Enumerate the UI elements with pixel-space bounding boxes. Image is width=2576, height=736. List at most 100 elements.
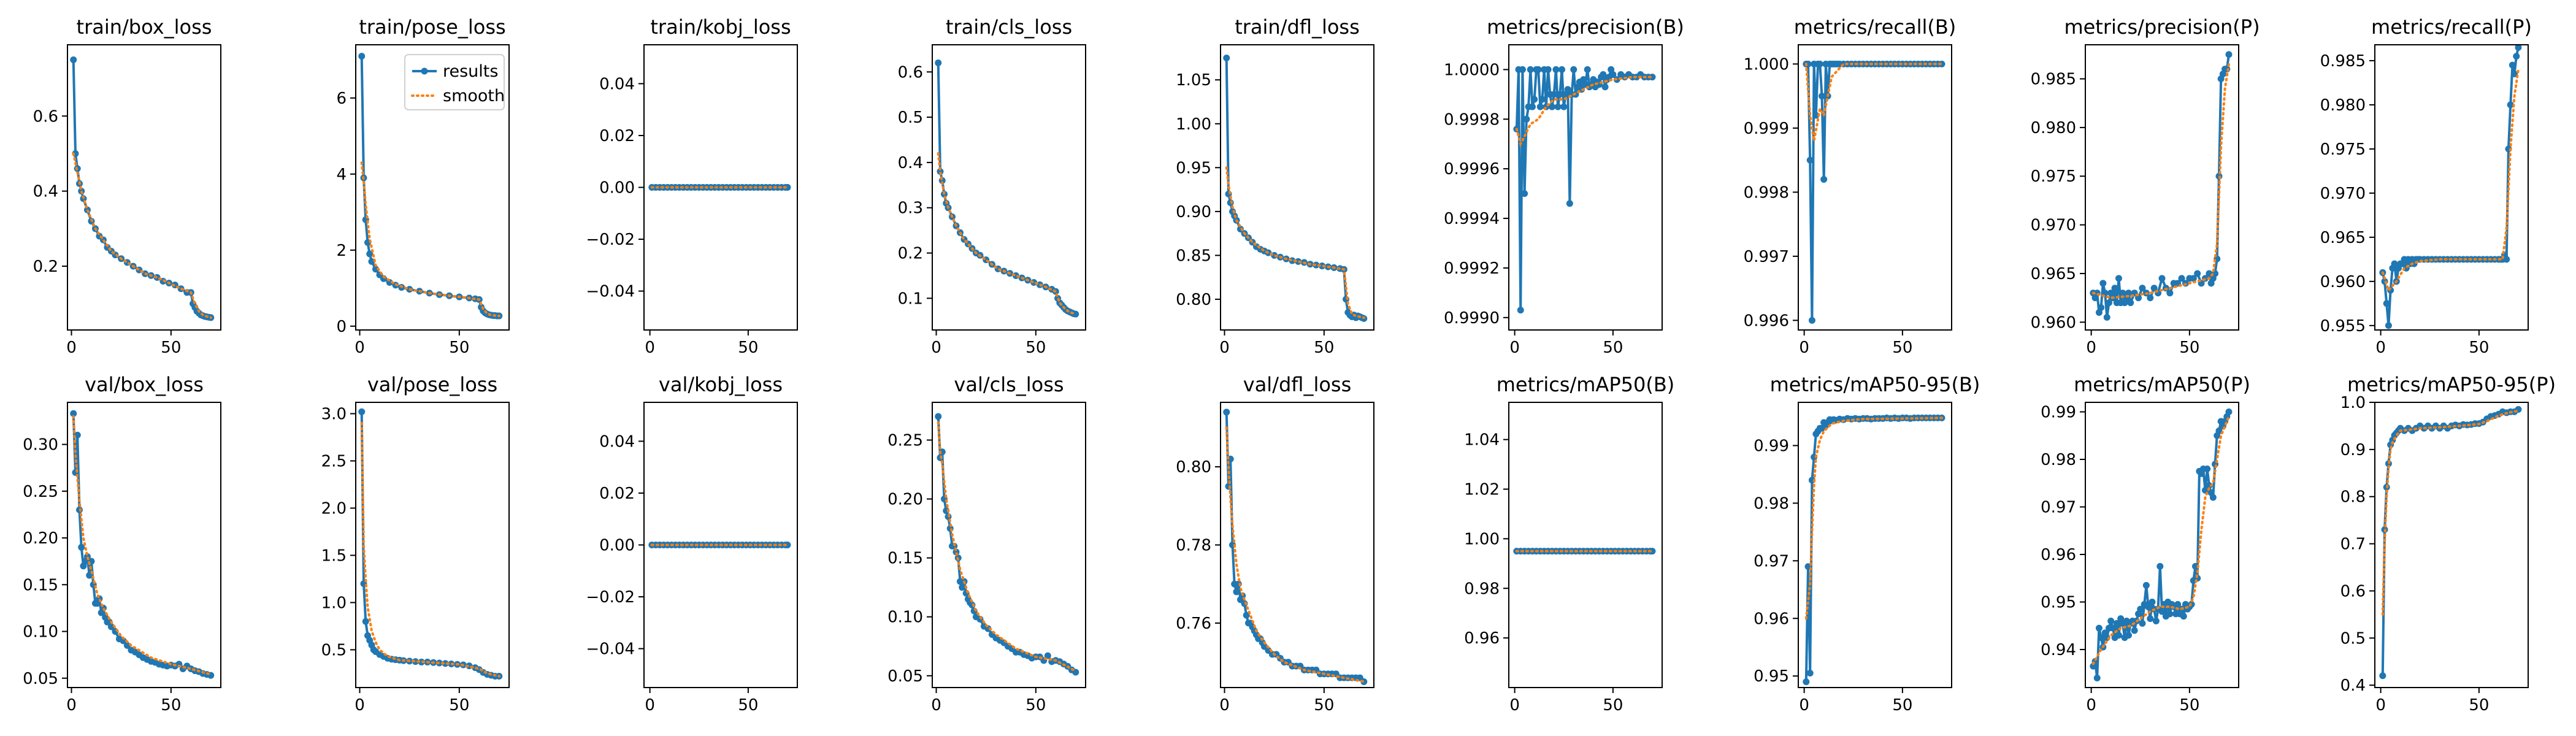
smooth-line (1804, 416, 1943, 620)
axes-frame (932, 402, 1086, 688)
x-tick-label: 0 (2375, 696, 2386, 715)
y-tick-label: 0.996 (1744, 312, 1789, 330)
panel-title: train/cls_loss (946, 15, 1072, 39)
results-point (2385, 322, 2392, 329)
results-point (2125, 289, 2133, 297)
y-tick-label: 0.05 (887, 667, 923, 686)
results-point (2139, 285, 2146, 292)
results-point (1531, 96, 1538, 103)
y-tick-label: 0.9 (2340, 441, 2366, 459)
smooth-line (2091, 415, 2230, 665)
y-tick-label: 0.999 (1744, 120, 1789, 138)
results-point (2178, 275, 2185, 282)
axes-frame (1798, 402, 1952, 688)
results-point (953, 548, 960, 556)
results-line (72, 59, 212, 319)
panel-val-pose-loss: val/pose_loss 0 50 0.5 1.0 1.5 2.0 2.5 3.0 (321, 373, 510, 715)
y-tick-label: 0.5 (2340, 629, 2366, 648)
x-tick-label: 0 (1219, 339, 1230, 357)
results-point (1538, 96, 1546, 103)
y-tick-label: 0.965 (2320, 229, 2366, 247)
results-point (2507, 101, 2514, 109)
axes-frame (2374, 44, 2529, 331)
y-tick-label: 0.9994 (1444, 210, 1500, 228)
results-point (1820, 175, 1828, 183)
results-point (2113, 619, 2120, 627)
results-line (937, 63, 1076, 316)
results-point (935, 59, 942, 67)
results-point (1223, 408, 1230, 416)
results-point (1560, 103, 1568, 110)
results-line (1225, 58, 1365, 320)
results-point (1549, 103, 1556, 110)
results-point (1816, 60, 1823, 67)
y-tick-label: 0.9990 (1444, 309, 1500, 328)
x-tick-label: 0 (1509, 696, 1520, 715)
x-tick-label: 0 (66, 696, 77, 715)
results-point (2149, 599, 2156, 605)
results-point (2215, 427, 2223, 434)
y-tick-label: 0.85 (1176, 247, 1211, 265)
smooth-line (360, 161, 500, 318)
results-point (1558, 66, 1566, 73)
x-tick-label: 50 (1603, 339, 1623, 357)
y-tick-label: 1.00 (1464, 530, 1500, 548)
axes-frame (2374, 402, 2529, 688)
results-point (1812, 112, 1820, 119)
x-tick-label: 0 (645, 696, 655, 715)
results-point (2515, 44, 2522, 51)
y-tick-label: 0.975 (2031, 167, 2076, 186)
results-point (1601, 83, 1609, 91)
axes-frame (1220, 402, 1374, 688)
y-tick-label: −0.02 (586, 588, 635, 607)
results-point (1803, 678, 1810, 686)
y-tick-label: 0.90 (1176, 203, 1211, 221)
y-tick-label: 0.955 (2320, 317, 2366, 335)
results-point (1566, 200, 1573, 207)
y-tick-label: 1.05 (1176, 71, 1211, 90)
x-tick-label: 0 (355, 696, 365, 715)
results-point (2156, 562, 2164, 570)
results-point (2152, 618, 2160, 624)
results-point (1527, 66, 1534, 73)
panel-val-box-loss: val/box_loss 0 50 0.05 0.10 0.15 0.20 0.25 0.30 (23, 373, 221, 715)
results-point (2190, 275, 2197, 282)
results-point (1233, 588, 1240, 596)
x-tick-label: 50 (738, 339, 758, 357)
results-point (1044, 652, 1051, 659)
y-tick-label: −0.04 (586, 640, 635, 659)
results-point (1808, 316, 1815, 324)
results-point (1600, 71, 1607, 79)
panel-title: metrics/mAP50(B) (1497, 373, 1675, 396)
legend-box (404, 54, 505, 110)
results-point (1319, 263, 1326, 270)
results-point (1806, 670, 1814, 677)
results-line (937, 416, 1076, 673)
y-tick-label: 0.96 (1464, 629, 1500, 648)
results-point (2111, 285, 2118, 292)
panel-title: train/box_loss (77, 15, 212, 39)
results-point (2137, 605, 2144, 613)
results-point (442, 660, 449, 667)
results-point (2109, 624, 2117, 632)
axes-frame (932, 44, 1086, 331)
panel-title: metrics/mAP50-95(B) (1770, 373, 1980, 396)
legend-results-marker (421, 67, 428, 75)
smooth-line (360, 421, 500, 678)
y-tick-label: 0.00 (599, 537, 635, 555)
panel-train-kobj-loss: train/kobj_loss 0 50 −0.04 −0.02 0.00 0.02 0.04 (586, 15, 798, 357)
y-tick-label: −0.04 (586, 283, 635, 301)
y-tick-label: 0.6 (2340, 582, 2366, 600)
y-tick-label: 0.985 (2031, 71, 2076, 89)
y-tick-label: 1.0000 (1444, 61, 1500, 79)
y-tick-label: 0.9996 (1444, 160, 1500, 178)
results-point (2107, 618, 2115, 624)
smooth-line (1225, 166, 1365, 319)
y-tick-label: 0.9998 (1444, 110, 1500, 129)
results-point (2513, 53, 2520, 60)
y-tick-label: 0.4 (2340, 677, 2366, 695)
y-tick-label: 0.00 (599, 179, 635, 197)
y-tick-label: 0.960 (2320, 273, 2366, 291)
x-tick-label: 50 (1603, 696, 1623, 715)
